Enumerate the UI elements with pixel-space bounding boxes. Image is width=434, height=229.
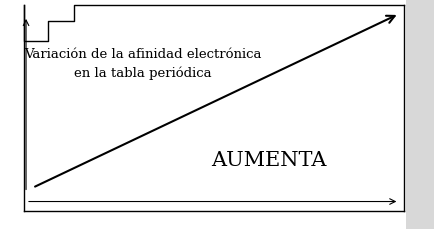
Bar	[24, 5, 404, 211]
Text: Variación de la afinidad electrónica
en la tabla periódica: Variación de la afinidad electrónica en …	[24, 48, 262, 80]
Bar	[406, 0, 434, 229]
Text: AUMENTA: AUMENTA	[211, 151, 327, 170]
